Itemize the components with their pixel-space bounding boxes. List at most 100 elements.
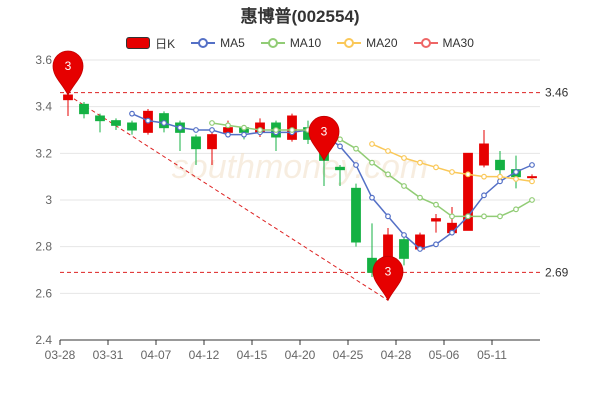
ma-point-ma10	[513, 206, 519, 213]
ma-point-ma5	[145, 117, 151, 124]
ma-point-ma10	[401, 183, 407, 189]
moving-average-lines	[129, 110, 535, 252]
candle-body	[351, 187, 361, 243]
x-tick-label: 03-31	[93, 348, 124, 362]
ma-point-ma10	[369, 159, 375, 166]
ma-point-ma10	[209, 120, 215, 126]
ma-point-ma10	[417, 194, 423, 201]
candle-body	[431, 218, 441, 222]
mark-point-label: 3	[65, 59, 72, 73]
candle-body	[495, 159, 505, 171]
legend-candle-swatch	[126, 37, 151, 49]
ma-point-ma20	[369, 141, 375, 147]
candle-body	[399, 239, 409, 259]
candle-body	[223, 127, 233, 133]
ma-point-ma20	[481, 173, 487, 180]
legend-label-ma20: MA20	[366, 36, 398, 50]
ma-point-ma5	[529, 162, 535, 168]
mark-point-pin	[372, 256, 404, 302]
y-tick-label: 3.4	[35, 100, 52, 114]
ma-point-ma5	[177, 124, 183, 131]
ma-point-ma10	[337, 136, 343, 143]
candle-body	[127, 122, 137, 131]
mark-point-pin	[52, 50, 84, 96]
mark-line-label: 2.69	[545, 265, 569, 279]
legend-item-ma5[interactable]: MA5	[191, 36, 245, 50]
x-tick-label: 04-12	[189, 348, 220, 362]
ma-point-ma10	[353, 145, 359, 152]
candle-body	[79, 103, 89, 115]
ma-point-ma10	[481, 213, 487, 220]
ma-point-ma20	[449, 169, 455, 175]
mark-lines: 3.46 2.69	[60, 86, 569, 279]
y-tick-label: 3.6	[35, 53, 52, 67]
x-tick-label: 04-07	[141, 348, 172, 362]
ma-point-ma5	[385, 213, 391, 220]
ma-point-ma20	[417, 159, 423, 166]
ma-point-ma10	[225, 122, 231, 129]
ma-point-ma5	[161, 120, 167, 126]
legend-item-ma10[interactable]: MA10	[260, 36, 322, 50]
ma-point-ma5	[353, 162, 359, 168]
x-tick-label: 03-28	[45, 348, 76, 362]
legend-line-swatch-ma20	[337, 37, 362, 49]
ma-point-ma10	[465, 213, 471, 220]
y-tick-label: 2.4	[35, 333, 52, 347]
ma-point-ma5	[369, 194, 375, 201]
x-tick-label: 05-06	[429, 348, 460, 362]
legend-item-ma30[interactable]: MA30	[413, 36, 474, 50]
y-tick-label: 2.6	[35, 286, 52, 300]
chart-title: 惠博普(002554)	[240, 7, 360, 26]
y-tick-label: 3.2	[35, 146, 52, 160]
candle-body	[191, 136, 201, 150]
y-tick-label: 3	[45, 193, 52, 207]
ma-point-ma5	[337, 143, 343, 150]
watermark-text: southmoney.com	[172, 148, 428, 186]
candle-body	[479, 143, 489, 166]
mark-point-label: 3	[385, 264, 392, 278]
ma-point-ma20	[513, 176, 519, 182]
x-tick-label: 05-11	[477, 348, 507, 362]
legend-label-daily-k: 日K	[155, 36, 176, 51]
mark-line-label: 3.46	[545, 86, 569, 100]
ma-point-ma10	[497, 213, 503, 220]
ma-point-ma10	[273, 127, 279, 133]
ma-point-ma10	[385, 171, 391, 178]
legend-line-swatch-ma10	[260, 37, 285, 49]
x-tick-label: 04-28	[381, 348, 412, 362]
candle-body	[95, 115, 105, 122]
legend-line-swatch-ma30	[413, 37, 438, 49]
x-tick-label: 04-25	[333, 348, 364, 362]
candle-body	[463, 152, 473, 231]
x-tick-label: 04-20	[285, 348, 316, 362]
ma-point-ma10	[289, 127, 295, 133]
ma-point-ma5	[241, 131, 247, 138]
ma-point-ma5	[497, 178, 503, 185]
candle-body	[207, 134, 217, 150]
ma-point-ma20	[497, 173, 503, 180]
candle-body	[527, 176, 537, 179]
y-tick-label: 2.8	[35, 240, 52, 254]
mark-point-pin	[308, 116, 340, 162]
candle-body	[111, 120, 121, 126]
ma-point-ma10	[529, 197, 535, 203]
y-axis-ticks: 2.4 2.6 2.8 3 3.2 3.4 3.6	[35, 53, 52, 347]
ma-point-ma20	[433, 164, 439, 171]
ma-point-ma5	[513, 169, 519, 175]
ma-point-ma5	[449, 229, 455, 236]
ma-point-ma10	[257, 127, 263, 133]
legend-label-ma5: MA5	[220, 36, 245, 50]
mark-points: 3 3 3	[52, 50, 404, 302]
ma-point-ma5	[225, 131, 231, 138]
ma-point-ma20	[385, 148, 391, 154]
legend-item-daily-k[interactable]: 日K	[126, 35, 175, 52]
x-tick-label: 04-15	[237, 348, 268, 362]
legend-label-ma10: MA10	[289, 36, 322, 50]
legend-item-ma20[interactable]: MA20	[337, 36, 398, 50]
ma-point-ma5	[433, 241, 439, 248]
trend-line-segment	[67, 94, 389, 301]
candles	[63, 92, 537, 301]
candle-body	[335, 166, 345, 171]
legend-line-swatch-ma5	[191, 37, 216, 49]
